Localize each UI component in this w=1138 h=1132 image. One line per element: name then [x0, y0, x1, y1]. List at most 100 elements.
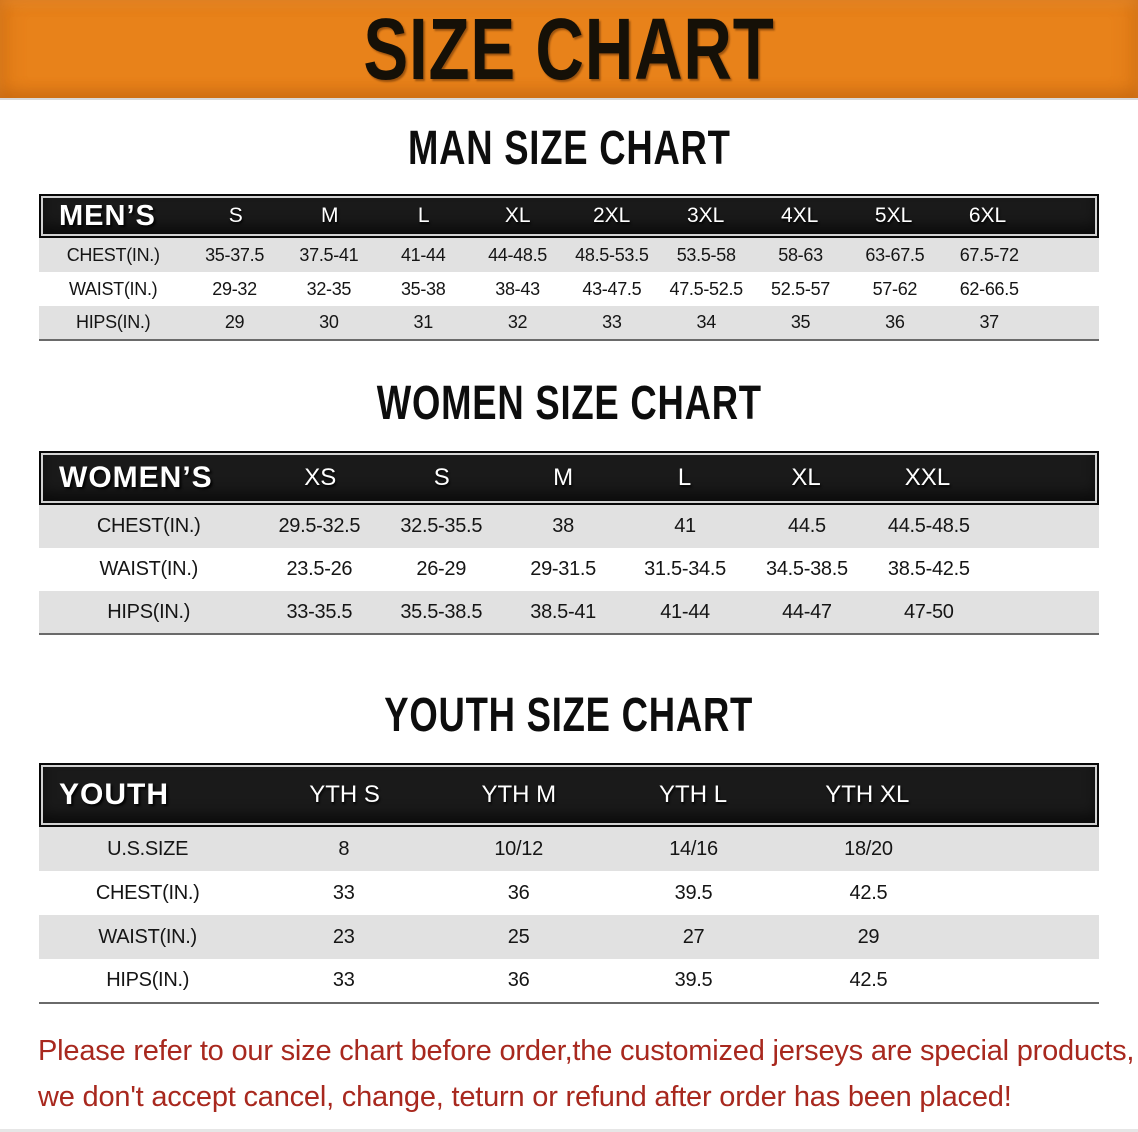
women-section-heading: WOMEN SIZE CHART — [376, 377, 762, 430]
youth-size-chart: YOUTH YTH S YTH M YTH L YTH XL U.S.SIZE 8 10/… — [39, 763, 1099, 1004]
size-column-header: YTH XL — [825, 781, 910, 808]
size-value: 42.5 — [849, 969, 888, 991]
measurement-row: HIPS(IN.) 29 30 31 32 33 34 35 36 37 — [39, 306, 1099, 340]
size-value: 38-43 — [495, 278, 540, 299]
size-value: 38.5-41 — [530, 600, 596, 623]
size-value: 33 — [332, 969, 355, 991]
size-value: 29 — [857, 925, 880, 948]
size-value: 32.5-35.5 — [400, 515, 483, 537]
women-size-table: CHEST(IN.) 29.5-32.5 32.5-35.5 38 41 44.5 44.5… — [39, 505, 1099, 635]
size-value: 29 — [224, 312, 245, 332]
size-value: 36 — [885, 312, 905, 332]
spacer-cell — [956, 871, 1099, 915]
size-value: 32-35 — [306, 278, 352, 299]
main-title: SIZE CHART — [363, 0, 775, 98]
size-value: 25 — [507, 925, 530, 948]
size-value: 26-29 — [416, 558, 467, 580]
size-column-header: XL — [791, 464, 821, 491]
size-value: 34.5-38.5 — [766, 558, 848, 580]
youth-size-table: U.S.SIZE 8 10/12 14/16 18/20 CHEST(IN.) 33 36 39… — [39, 827, 1099, 1004]
size-column-header: YTH S — [309, 781, 380, 808]
size-value: 30 — [319, 312, 339, 332]
size-value: 41 — [674, 515, 696, 537]
men-group-label: MEN’S — [59, 199, 156, 232]
size-value: 57-62 — [872, 278, 918, 299]
size-column-header: XS — [304, 464, 337, 491]
size-value: 33 — [332, 881, 355, 904]
measurement-row: CHEST(IN.) 35-37.5 37.5-41 41-44 44-48.5 48.5… — [39, 238, 1099, 272]
size-value: 37 — [979, 312, 999, 332]
size-value: 36 — [507, 969, 530, 991]
spacer-cell — [990, 591, 1099, 634]
size-value: 37.5-41 — [299, 244, 359, 265]
youth-size-section: YOUTH SIZE CHART YOUTH YTH S YTH M YTH L YT… — [0, 691, 1138, 1004]
size-value: 8 — [338, 837, 350, 860]
measurement-label: CHEST(IN.) — [66, 244, 160, 265]
women-size-chart: WOMEN’S XS S M L XL XXL CHEST(IN.) 29.5-32.5 32… — [39, 451, 1099, 635]
size-value: 39.5 — [674, 969, 713, 991]
size-column-header: L — [417, 204, 430, 227]
size-value: 44-48.5 — [488, 244, 548, 265]
size-value: 41-44 — [660, 600, 710, 623]
size-value: 23 — [332, 925, 355, 948]
size-value: 53.5-58 — [676, 244, 736, 265]
size-value: 29-32 — [212, 278, 257, 299]
spacer-cell — [1036, 272, 1099, 306]
measurement-label: HIPS(IN.) — [107, 600, 191, 623]
size-column-header: M — [553, 464, 574, 491]
spacer-cell — [1036, 238, 1099, 272]
spacer-cell — [990, 505, 1099, 548]
size-column-header: 6XL — [968, 204, 1007, 227]
size-column-header: 4XL — [780, 204, 819, 227]
size-value: 38 — [552, 515, 574, 537]
size-value: 63-67.5 — [865, 244, 925, 265]
size-value: 35-37.5 — [205, 244, 265, 265]
size-value: 10/12 — [494, 837, 543, 860]
size-value: 43-47.5 — [582, 278, 642, 299]
size-column-header: XL — [504, 204, 531, 227]
size-column-header: 2XL — [593, 204, 631, 227]
women-table-header-bar: WOMEN’S XS S M L XL XXL — [39, 451, 1099, 505]
measurement-row: HIPS(IN.) 33 36 39.5 42.5 — [39, 959, 1099, 1003]
size-value: 67.5-72 — [959, 244, 1019, 265]
size-column-header: YTH L — [659, 781, 728, 808]
measurement-label: WAIST(IN.) — [98, 925, 197, 948]
spacer-cell — [990, 548, 1099, 591]
men-size-section: MAN SIZE CHART MEN’S S M L XL 2XL 3XL 4XL 5XL 6X… — [0, 124, 1138, 341]
measurement-row: WAIST(IN.) 23 25 27 29 — [39, 915, 1099, 959]
size-value: 23.5-26 — [286, 558, 353, 580]
measurement-label: HIPS(IN.) — [106, 969, 190, 991]
measurement-label: HIPS(IN.) — [76, 312, 151, 332]
spacer-cell — [956, 959, 1099, 1003]
title-banner: SIZE CHART — [0, 0, 1138, 98]
size-column-header: M — [321, 204, 339, 227]
spacer-cell — [1036, 306, 1099, 340]
size-column-header: S — [228, 204, 243, 227]
size-value: 39.5 — [674, 881, 713, 904]
measurement-row: HIPS(IN.) 33-35.5 35.5-38.5 38.5-41 41-44 44-… — [39, 591, 1099, 634]
size-value: 52.5-57 — [771, 278, 830, 299]
measurement-label: U.S.SIZE — [107, 837, 189, 860]
bottom-edge-divider — [0, 1129, 1138, 1132]
size-column-header: XXL — [904, 464, 951, 491]
men-size-chart: MEN’S S M L XL 2XL 3XL 4XL 5XL 6XL CHEST(IN.) 35-… — [39, 194, 1099, 341]
size-column-header: 5XL — [874, 204, 913, 227]
size-value: 38.5-42.5 — [887, 558, 970, 580]
size-value: 62-66.5 — [959, 278, 1019, 299]
size-value: 34 — [696, 312, 716, 332]
measurement-label: CHEST(IN.) — [95, 881, 200, 904]
disclaimer-line1: Please refer to our size chart before or… — [38, 1035, 1135, 1067]
women-size-section: WOMEN SIZE CHART WOMEN’S XS S M L XL XXL CHES… — [0, 379, 1138, 635]
size-value: 29.5-32.5 — [278, 515, 361, 537]
size-value: 35 — [790, 312, 811, 332]
size-value: 48.5-53.5 — [575, 244, 649, 265]
size-value: 35.5-38.5 — [400, 600, 483, 623]
size-column-header: S — [433, 464, 450, 491]
size-value: 35-38 — [400, 278, 446, 299]
men-table-header-bar: MEN’S S M L XL 2XL 3XL 4XL 5XL 6XL — [39, 194, 1099, 238]
size-value: 41-44 — [400, 244, 446, 265]
size-value: 31.5-34.5 — [644, 558, 726, 580]
measurement-label: CHEST(IN.) — [96, 515, 201, 537]
size-value: 58-63 — [778, 244, 823, 265]
youth-table-header-bar: YOUTH YTH S YTH M YTH L YTH XL — [39, 763, 1099, 827]
